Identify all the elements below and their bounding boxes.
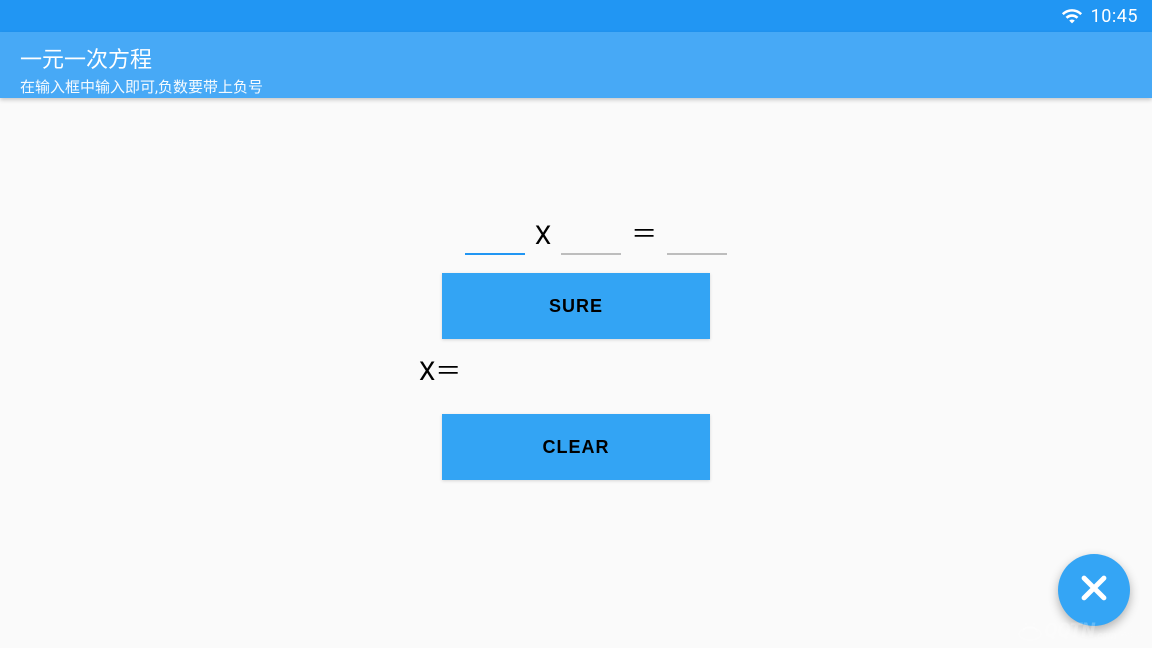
sure-button[interactable]: SURE [442, 273, 710, 339]
page-title: 一元一次方程 [20, 42, 1132, 74]
coefficient-input[interactable] [465, 221, 525, 255]
app-bar: 一元一次方程 在输入框中输入即可,负数要带上负号 [0, 32, 1152, 98]
result-prefix: X＝ [419, 357, 461, 387]
constant-input[interactable] [561, 221, 621, 255]
watermark-suffix: .com [1095, 629, 1117, 642]
equals-label: ＝ [631, 214, 657, 255]
close-icon [1077, 571, 1111, 609]
equation-row: X ＝ [465, 214, 727, 255]
page-subtitle: 在输入框中输入即可,负数要带上负号 [20, 76, 1132, 97]
status-bar: 10:45 [0, 0, 1152, 32]
watermark-logo-icon [1016, 620, 1044, 642]
wifi-icon [1061, 5, 1083, 27]
close-fab[interactable] [1058, 554, 1130, 626]
clear-button[interactable]: CLEAR [442, 414, 710, 480]
status-time: 10:45 [1091, 6, 1138, 27]
main-content: X ＝ SURE X＝ CLEAR [0, 98, 1152, 480]
watermark-sub: 腾牛网 [1118, 629, 1144, 642]
rhs-input[interactable] [667, 221, 727, 255]
result-label: X＝ [419, 351, 687, 388]
variable-x-label: X [535, 221, 551, 255]
